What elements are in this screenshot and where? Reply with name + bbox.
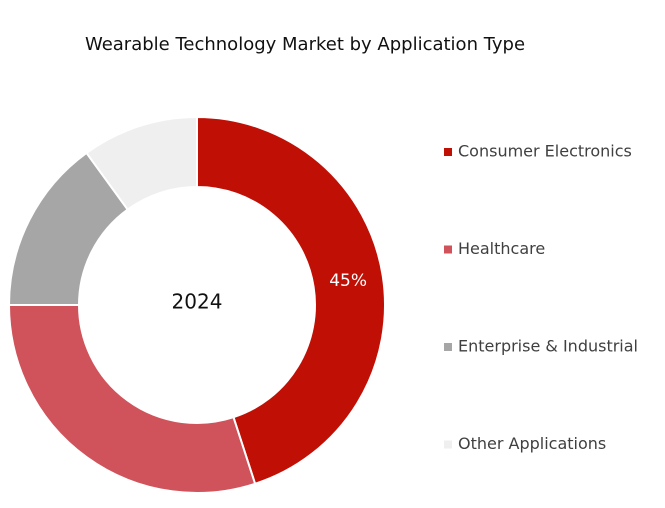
legend-marker bbox=[444, 440, 452, 449]
value-label: 45% bbox=[329, 271, 367, 291]
donut-slice bbox=[7, 304, 257, 494]
donut-slice bbox=[85, 115, 198, 211]
legend-label: Enterprise & Industrial bbox=[458, 337, 638, 356]
legend-marker bbox=[444, 148, 452, 156]
legend-marker bbox=[444, 343, 452, 351]
legend-label: Consumer Electronics bbox=[458, 142, 632, 161]
legend-marker bbox=[444, 245, 452, 254]
chart-title: Wearable Technology Market by Applicatio… bbox=[85, 34, 525, 55]
legend-label: Healthcare bbox=[458, 239, 545, 258]
center-label: 2024 bbox=[172, 290, 223, 314]
donut-slice bbox=[196, 115, 386, 486]
legend-label: Other Applications bbox=[458, 434, 606, 453]
